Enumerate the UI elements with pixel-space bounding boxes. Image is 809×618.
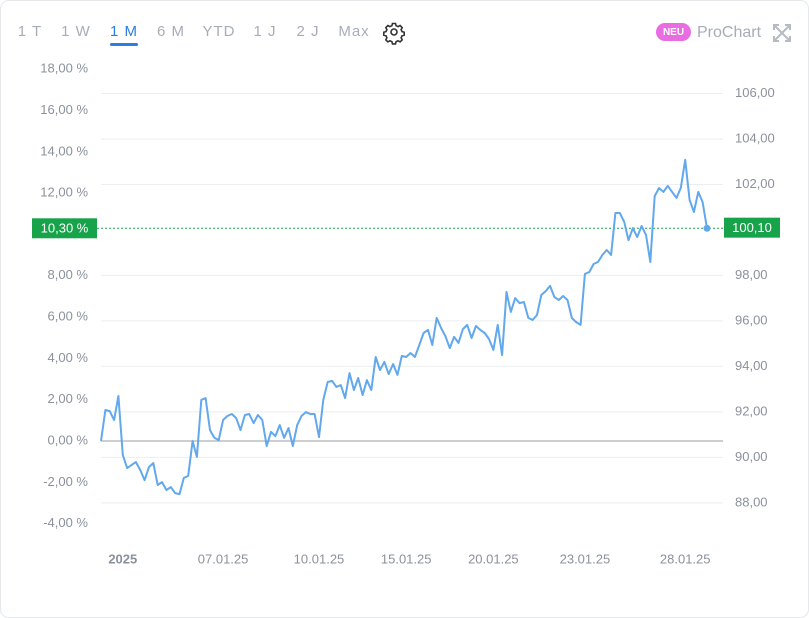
gear xyxy=(383,22,405,45)
y2-tick-label: 104,00 xyxy=(735,130,775,145)
y-tick-label: 4,00 % xyxy=(48,350,89,365)
y-tick-label: 14,00 % xyxy=(40,143,88,158)
current-price-box xyxy=(724,217,780,238)
end-dot xyxy=(703,224,711,232)
current-price-label: 100,10 xyxy=(732,220,772,235)
tab-bar: 1 T 1 W 1 M 6 M YTD 1 J 2 J Max xyxy=(18,23,369,46)
x-tick-label: 28.01.25 xyxy=(660,551,711,566)
tab[interactable]: 6 M xyxy=(157,23,185,40)
y-tick-label: -4,00 % xyxy=(43,515,88,530)
current-label: 10,30 % xyxy=(41,221,89,236)
y2-tick-label: 92,00 xyxy=(735,403,768,418)
y2-tick-label: 88,00 xyxy=(735,494,768,509)
price-line xyxy=(100,158,708,496)
settings-icon[interactable] xyxy=(383,22,405,45)
prochart-link[interactable]: ProChart xyxy=(697,24,762,41)
x-tick-label: 10.01.25 xyxy=(294,551,345,566)
y-tick-label: 2,00 % xyxy=(48,391,89,406)
y-tick-label: 18,00 % xyxy=(40,61,88,76)
y-tick-label: 12,00 % xyxy=(40,185,88,200)
y-tick-label: 16,00 % xyxy=(40,102,88,117)
y-tick-label: 0,00 % xyxy=(48,432,89,447)
gear-hub xyxy=(390,28,398,36)
y-tick-label: 8,00 % xyxy=(48,267,89,282)
y2-tick-label: 94,00 xyxy=(735,358,768,373)
x-tick-label: 07.01.25 xyxy=(198,551,249,566)
plot: 88,00 90,00 92,00 94,00 96,00 98,00 102,00 104,… xyxy=(32,61,780,566)
tab[interactable]: 1 J xyxy=(253,23,276,40)
badge xyxy=(656,23,691,41)
tab[interactable]: 1 T xyxy=(18,23,42,40)
x-tick-label: 20.01.25 xyxy=(468,551,519,566)
badge-text: NEU xyxy=(663,27,684,38)
x-tick-label: 23.01.25 xyxy=(560,551,611,566)
expand-icon[interactable] xyxy=(773,24,791,42)
y2-tick-label: 90,00 xyxy=(735,449,768,464)
x-tick-label: 2025 xyxy=(108,551,137,566)
tab[interactable]: Max xyxy=(338,23,369,40)
y2-tick-label: 96,00 xyxy=(735,312,768,327)
active-tab-underline xyxy=(110,43,138,46)
y-tick-label: -2,00 % xyxy=(43,474,88,489)
expand-arrows xyxy=(773,24,791,42)
current-label-box xyxy=(32,218,97,239)
x-tick-label: 15.01.25 xyxy=(381,551,432,566)
tab[interactable]: YTD xyxy=(203,23,236,40)
y2-tick-label: 106,00 xyxy=(735,85,775,100)
tab[interactable]: 1 M xyxy=(110,23,138,40)
tab[interactable]: 1 W xyxy=(61,23,91,40)
y2-tick-label: 102,00 xyxy=(735,176,775,191)
tab[interactable]: 2 J xyxy=(296,23,319,40)
y2-tick-label: 98,00 xyxy=(735,267,768,282)
y-tick-label: 6,00 % xyxy=(48,309,89,324)
